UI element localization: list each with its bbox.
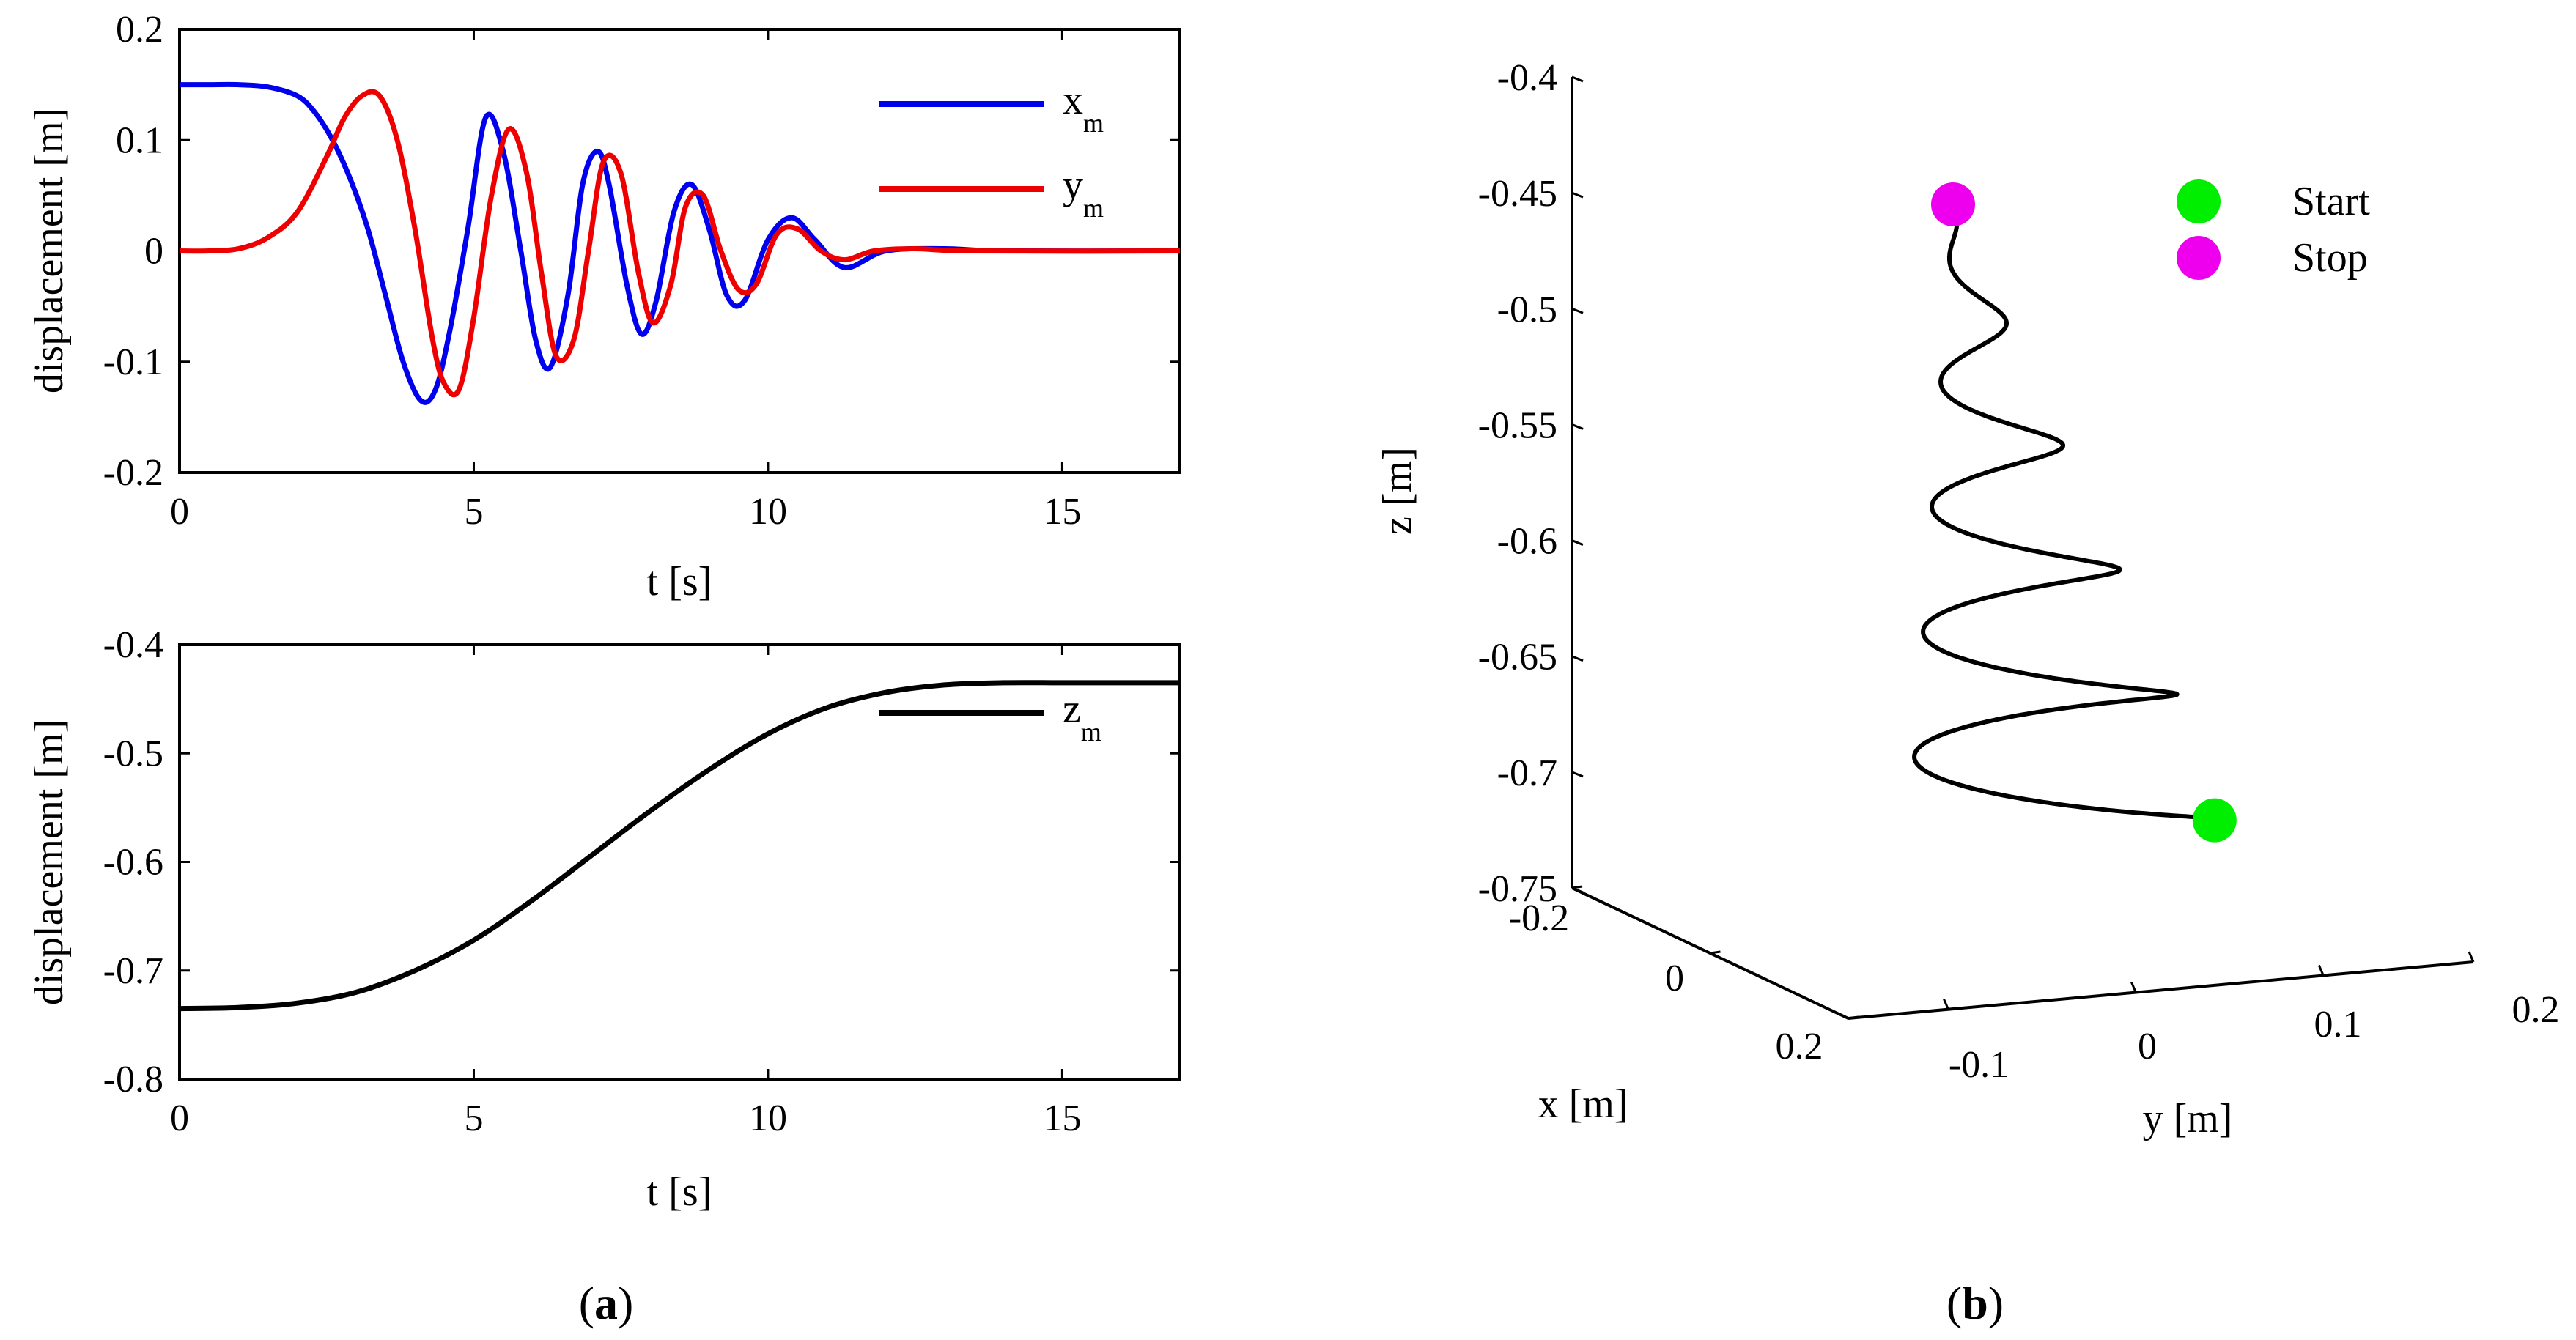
panel-a-top-chart: 0 5 10 15 0.2 0.1 0 -0.1 -0.2 t [s] displacement… [26, 9, 1181, 604]
panel-a-top-ytick-label: 0.2 [116, 9, 163, 51]
legend-label-y: ym [1063, 163, 1104, 223]
caption-a: (a) [579, 1277, 634, 1329]
panel-a-bottom-chart: 0 5 10 15 -0.4 -0.5 -0.6 -0.7 -0.8 t [s] displac… [26, 624, 1181, 1215]
legend-marker-start [2177, 179, 2221, 223]
panel-b-ztick-mark [1571, 75, 1584, 83]
panel-a-top-ytick-label: 0.1 [116, 119, 163, 161]
legend-label-start: Start [2292, 179, 2370, 224]
panel-a-top-legend: xm ym [879, 78, 1104, 223]
panel-a-top-xtick-label: 15 [1043, 491, 1081, 533]
panel-a-bottom-ytick-label: -0.5 [103, 733, 163, 774]
panel-a-top-series-x [180, 81, 1181, 405]
panel-a-bottom-series-z [179, 680, 1180, 1012]
panel-b-xtick-label: 0.2 [1776, 1026, 1823, 1067]
panel-a-top-xtick-label: 5 [464, 491, 483, 533]
panel-b-ytick-label: -0.1 [1949, 1044, 2009, 1086]
panel-b-ylabel: y [m] [2143, 1096, 2233, 1141]
panel-a-bottom-xlabel: t [s] [647, 1169, 712, 1215]
panel-b-3d-chart: -0.4 -0.45 -0.5 -0.55 -0.6 -0.65 -0.7 -0.75-0.2… [1375, 57, 2560, 1141]
panel-a-bottom-ytick-label: -0.8 [103, 1059, 163, 1100]
panel-b-xtick-label: -0.2 [1509, 897, 1569, 939]
panel-b-ztick-label: -0.55 [1478, 404, 1557, 446]
panel-b-ztick-label: -0.5 [1497, 289, 1557, 330]
panel-a-top-xlabel: t [s] [647, 559, 712, 604]
panel-a-bottom-ytick-label: -0.7 [103, 950, 163, 992]
panel-a-bottom-ytick-label: -0.6 [103, 842, 163, 884]
panel-b-ztick-label: -0.7 [1497, 752, 1557, 794]
panel-b-ztick-mark [1571, 655, 1584, 662]
panel-b-stop-marker [1931, 182, 1975, 226]
panel-b-ytick-mark [2317, 964, 2325, 977]
panel-b-ztick-label: -0.6 [1497, 521, 1557, 563]
panel-a-top-series-y [179, 89, 1181, 398]
panel-b-ztick-label: -0.45 [1478, 173, 1557, 215]
panel-b-ztick-mark [1571, 423, 1584, 430]
panel-b-ytick-mark [2468, 951, 2475, 963]
panel-b-zlabel: z [m] [1375, 447, 1420, 535]
panel-a-top-xtick-label: 0 [170, 491, 189, 533]
panel-b-legend: Start Stop [2177, 179, 2370, 281]
panel-b-ztick-mark [1571, 539, 1584, 546]
panel-a-bottom-axes-box [178, 643, 1181, 1081]
panel-b-ztick-mark [1571, 191, 1584, 199]
panel-a-bottom-xtick-label: 15 [1043, 1097, 1081, 1139]
panel-b-xtick-mark [1848, 1015, 1859, 1020]
panel-a-bottom-xtick-label: 0 [170, 1097, 189, 1139]
panel-b-xlabel: x [m] [1538, 1081, 1628, 1127]
panel-b-ztick-label: -0.4 [1497, 57, 1557, 99]
panel-b-spiral-trajectory [1912, 202, 2237, 823]
panel-a-bottom-legend: zm [879, 686, 1101, 747]
y-axis-line [1848, 960, 2474, 1020]
panel-b-ztick-mark [1571, 771, 1584, 778]
panel-b-ztick-label: -0.65 [1478, 637, 1557, 678]
panel-b-xtick-label: 0 [1665, 958, 1684, 999]
panel-b-ytick-label: 0.1 [2314, 1004, 2362, 1045]
panel-a-top-ytick-label: -0.1 [103, 341, 163, 383]
panel-a-top-ytick-label: 0 [144, 231, 163, 273]
panel-a-top-xtick-label: 10 [749, 491, 787, 533]
panel-a-bottom-ytick-label: -0.4 [103, 624, 163, 666]
panel-a-top-ylabel: displacement [m] [26, 108, 72, 393]
legend-label-x: xm [1063, 78, 1104, 138]
panel-b-ytick-label: 0.2 [2512, 989, 2560, 1031]
panel-b-ztick-mark [1571, 307, 1584, 314]
panel-a-bottom-ylabel: displacement [m] [26, 719, 72, 1005]
legend-label-z: zm [1063, 686, 1101, 747]
panel-a-bottom-xtick-label: 10 [749, 1097, 787, 1139]
panel-b-ztick-label: -0.75 [1478, 868, 1557, 910]
panel-b-ytick-mark [1943, 999, 1949, 1010]
legend-label-stop: Stop [2292, 235, 2368, 281]
panel-b-ytick-mark [2130, 981, 2137, 993]
panel-b-xtick-mark [1710, 950, 1721, 955]
panel-b-start-marker [2192, 798, 2237, 843]
legend-marker-stop [2177, 236, 2221, 280]
panel-a-bottom-xtick-label: 5 [464, 1097, 483, 1139]
panel-a-top-ytick-label: -0.2 [103, 452, 163, 494]
panel-b-xtick-mark [1571, 885, 1583, 889]
panel-b-ytick-label: 0 [2138, 1026, 2157, 1067]
caption-b: (b) [1946, 1277, 2004, 1329]
